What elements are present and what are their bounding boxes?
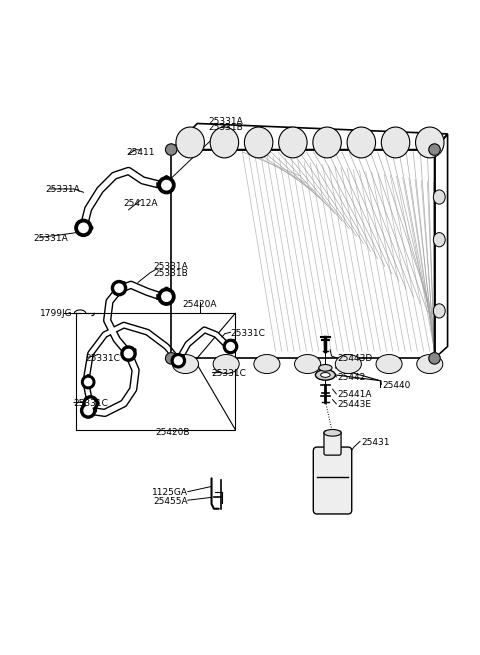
Ellipse shape bbox=[347, 127, 375, 158]
Text: 25431: 25431 bbox=[361, 438, 389, 447]
Text: 25441A: 25441A bbox=[337, 390, 372, 400]
Ellipse shape bbox=[278, 127, 307, 158]
Circle shape bbox=[111, 280, 127, 295]
FancyBboxPatch shape bbox=[324, 431, 341, 455]
Ellipse shape bbox=[86, 375, 90, 380]
Ellipse shape bbox=[213, 354, 239, 373]
Circle shape bbox=[79, 223, 88, 233]
Ellipse shape bbox=[164, 288, 168, 294]
Text: 25331C: 25331C bbox=[86, 354, 120, 363]
Ellipse shape bbox=[172, 354, 199, 373]
Text: 25420B: 25420B bbox=[156, 428, 190, 438]
Circle shape bbox=[166, 352, 177, 364]
Text: 25442: 25442 bbox=[337, 373, 365, 383]
Text: 25443E: 25443E bbox=[337, 400, 371, 409]
Text: 25331A: 25331A bbox=[154, 262, 189, 271]
Circle shape bbox=[83, 396, 98, 411]
Ellipse shape bbox=[295, 354, 321, 373]
Ellipse shape bbox=[93, 402, 99, 405]
Text: 25331B: 25331B bbox=[154, 269, 189, 278]
Text: 25331C: 25331C bbox=[230, 329, 265, 338]
Ellipse shape bbox=[319, 364, 332, 371]
Text: 1125GA: 1125GA bbox=[152, 488, 188, 497]
Ellipse shape bbox=[231, 339, 235, 345]
Text: 25411: 25411 bbox=[126, 149, 155, 157]
Text: 25440: 25440 bbox=[383, 381, 411, 390]
Text: 25331A: 25331A bbox=[208, 117, 243, 126]
Ellipse shape bbox=[176, 127, 204, 158]
Ellipse shape bbox=[210, 127, 239, 158]
Ellipse shape bbox=[417, 354, 443, 373]
Text: 25455A: 25455A bbox=[153, 496, 188, 506]
Circle shape bbox=[158, 288, 175, 305]
Ellipse shape bbox=[315, 369, 336, 380]
Circle shape bbox=[81, 403, 96, 418]
Ellipse shape bbox=[433, 190, 445, 204]
Ellipse shape bbox=[433, 304, 445, 318]
Text: 25331A: 25331A bbox=[46, 185, 80, 195]
Text: 25331A: 25331A bbox=[34, 234, 68, 243]
Ellipse shape bbox=[381, 127, 410, 158]
Circle shape bbox=[121, 346, 136, 361]
Ellipse shape bbox=[433, 233, 445, 247]
Circle shape bbox=[162, 292, 171, 301]
Text: 25331B: 25331B bbox=[208, 123, 243, 132]
Text: 25331C: 25331C bbox=[73, 399, 108, 408]
Circle shape bbox=[158, 177, 175, 194]
Text: 25412A: 25412A bbox=[123, 198, 157, 208]
Ellipse shape bbox=[90, 409, 96, 413]
Ellipse shape bbox=[254, 354, 280, 373]
Circle shape bbox=[166, 144, 177, 155]
Circle shape bbox=[227, 343, 234, 350]
Circle shape bbox=[75, 219, 92, 236]
Circle shape bbox=[84, 379, 92, 386]
Ellipse shape bbox=[324, 430, 341, 436]
Text: 1799JG: 1799JG bbox=[40, 309, 72, 318]
Ellipse shape bbox=[313, 127, 341, 158]
Circle shape bbox=[86, 400, 95, 407]
Ellipse shape bbox=[376, 354, 402, 373]
Ellipse shape bbox=[416, 127, 444, 158]
Ellipse shape bbox=[120, 282, 125, 287]
Circle shape bbox=[162, 181, 171, 190]
Ellipse shape bbox=[336, 354, 361, 373]
Circle shape bbox=[429, 144, 440, 155]
Ellipse shape bbox=[86, 226, 93, 230]
Circle shape bbox=[171, 354, 185, 368]
Circle shape bbox=[429, 352, 440, 364]
Circle shape bbox=[223, 339, 238, 354]
Ellipse shape bbox=[321, 373, 330, 377]
Text: 25331C: 25331C bbox=[212, 369, 246, 379]
Circle shape bbox=[115, 284, 123, 292]
Text: 25420A: 25420A bbox=[182, 300, 217, 309]
Circle shape bbox=[174, 357, 182, 365]
Ellipse shape bbox=[164, 176, 168, 183]
Ellipse shape bbox=[180, 355, 184, 360]
Ellipse shape bbox=[130, 348, 136, 353]
Circle shape bbox=[84, 406, 92, 415]
FancyBboxPatch shape bbox=[313, 447, 352, 514]
Ellipse shape bbox=[244, 127, 273, 158]
Text: 25443D: 25443D bbox=[337, 354, 372, 364]
Circle shape bbox=[124, 349, 132, 358]
Circle shape bbox=[82, 375, 95, 388]
